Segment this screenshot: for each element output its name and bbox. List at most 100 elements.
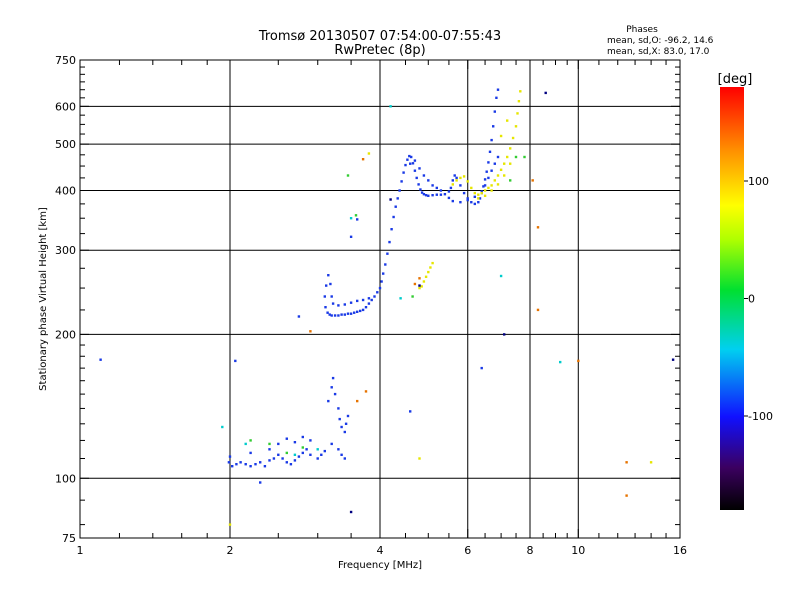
echo-point — [349, 312, 353, 315]
echo-point — [249, 439, 252, 442]
echo-point — [400, 180, 403, 183]
echo-point — [388, 240, 391, 244]
echo-point — [356, 310, 359, 313]
echo-point — [349, 217, 353, 220]
echo-point — [259, 461, 262, 464]
echo-point — [435, 193, 438, 196]
colorbar-ticks: 100 0 -100 — [744, 175, 773, 423]
echo-point — [431, 261, 434, 265]
echo-point — [325, 284, 328, 287]
echo-point — [293, 441, 297, 444]
echo-point — [470, 201, 473, 204]
echo-point — [406, 158, 409, 161]
echo-point — [418, 284, 421, 287]
echo-point — [418, 277, 421, 280]
echo-point — [354, 214, 358, 217]
echo-point — [359, 309, 362, 313]
echo-point — [337, 314, 340, 317]
echo-point — [361, 298, 365, 302]
echo-point — [477, 201, 480, 204]
echo-point — [493, 162, 496, 165]
echo-point — [514, 155, 518, 159]
echo-point — [268, 442, 271, 446]
echo-point — [356, 399, 359, 403]
echo-point — [263, 465, 267, 468]
colorbar-tick-label: 100 — [748, 175, 769, 188]
echo-point — [244, 442, 247, 446]
phase-o-line: mean, sd,O: -96.2, 14.6 — [607, 36, 714, 46]
echo-point — [301, 435, 304, 439]
echo-point — [455, 176, 458, 180]
echo-point — [234, 359, 237, 363]
y-tick-label: 600 — [55, 100, 76, 113]
echo-point — [451, 199, 454, 203]
echo-point — [231, 465, 234, 468]
echo-point — [272, 457, 276, 460]
echo-point — [466, 198, 469, 202]
echo-point — [439, 193, 443, 196]
x-tick-label: 4 — [377, 544, 384, 557]
echo-point — [506, 155, 509, 159]
echo-point — [343, 313, 346, 316]
echo-point — [514, 125, 518, 128]
echo-point — [419, 188, 422, 191]
echo-point — [453, 174, 456, 177]
echo-point — [509, 162, 512, 165]
echo-point — [361, 158, 365, 161]
x-tick-label: 10 — [571, 544, 585, 557]
echo-point — [382, 272, 385, 275]
echo-point — [424, 275, 428, 278]
echo-point — [459, 201, 462, 204]
phase-x-values: 83.0, 17.0 — [664, 47, 710, 57]
echo-point — [361, 308, 365, 312]
echo-point — [483, 184, 487, 187]
echo-point — [422, 193, 426, 196]
echo-point — [544, 91, 547, 95]
echo-point — [459, 176, 462, 180]
echo-point — [373, 295, 376, 298]
echo-point — [309, 439, 312, 442]
x-tick-label: 6 — [464, 544, 471, 557]
x-tick-label: 16 — [673, 544, 687, 557]
echo-point — [330, 314, 333, 317]
echo-point — [435, 186, 438, 190]
echo-point — [447, 196, 451, 200]
echo-point — [330, 295, 333, 298]
echo-point — [625, 494, 628, 497]
echo-point — [316, 448, 319, 451]
echo-point — [449, 186, 453, 190]
echo-point — [338, 417, 341, 421]
echo-point — [293, 459, 297, 462]
echo-point — [378, 286, 382, 290]
echo-point — [396, 197, 399, 200]
echo-point — [523, 155, 526, 159]
echo-point — [480, 191, 483, 195]
echo-point — [493, 110, 496, 113]
echo-point — [259, 481, 262, 484]
echo-point — [239, 461, 242, 464]
echo-point — [466, 197, 469, 200]
phase-x-line: mean, sd,X: 83.0, 17.0 — [607, 47, 710, 57]
echo-point — [427, 179, 430, 182]
echo-point — [503, 333, 506, 336]
echo-point — [323, 449, 326, 453]
echo-point — [305, 448, 308, 451]
echo-point — [277, 442, 280, 446]
echo-point — [490, 189, 493, 192]
echo-point — [227, 461, 231, 464]
echo-point — [487, 161, 490, 164]
echo-point — [398, 189, 401, 192]
echo-point — [482, 185, 485, 188]
echo-point — [316, 457, 319, 460]
echo-point — [330, 386, 333, 389]
echo-point — [477, 197, 480, 200]
echo-point — [402, 171, 405, 174]
echo-point — [496, 88, 500, 91]
echo-point — [346, 174, 350, 177]
echo-point — [418, 457, 421, 460]
echo-point — [490, 184, 493, 187]
echo-point — [343, 303, 346, 306]
y-tick-label: 400 — [55, 184, 76, 197]
echo-point — [340, 313, 343, 316]
echo-point — [495, 96, 498, 99]
